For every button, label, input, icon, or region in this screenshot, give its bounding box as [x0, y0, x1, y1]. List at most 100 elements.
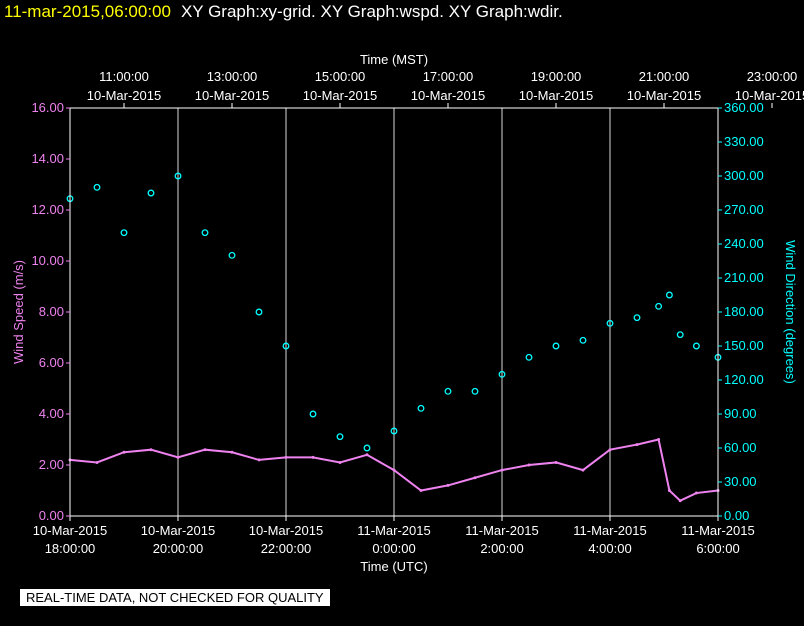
- wind-direction-point: [655, 302, 663, 310]
- x-top-tick-time: 17:00:00: [423, 69, 474, 84]
- x-bottom-tick-time: 4:00:00: [588, 541, 631, 556]
- wind-speed-point: [149, 448, 153, 452]
- x-top-tick-date: 10-Mar-2015: [627, 88, 701, 103]
- wind-direction-point: [309, 410, 317, 418]
- chart-header: 11-mar-2015,06:00:00 XY Graph:xy-grid. XY…: [4, 2, 563, 22]
- wind-speed-point: [392, 468, 396, 472]
- wind-direction-point: [444, 387, 452, 395]
- y-left-tick-label: 2.00: [39, 457, 64, 472]
- wind-speed-point: [203, 448, 207, 452]
- wind-direction-point: [417, 404, 425, 412]
- chart-marks: [66, 172, 722, 503]
- wind-speed-point: [694, 491, 698, 495]
- x-top-tick-date: 10-Mar-2015: [411, 88, 485, 103]
- x-bottom-tick-time: 0:00:00: [372, 541, 415, 556]
- chart-grid: [177, 108, 611, 516]
- wind-speed-point: [311, 455, 315, 459]
- x-bottom-tick-time: 18:00:00: [45, 541, 96, 556]
- wind-speed-point: [446, 483, 450, 487]
- wind-direction-point: [676, 331, 684, 339]
- y-right-tick-label: 120.00: [724, 372, 764, 387]
- wind-speed-point: [581, 468, 585, 472]
- y-right-tick-label: 30.00: [724, 474, 757, 489]
- wind-direction-point: [552, 342, 560, 350]
- x-top-tick-time: 11:00:00: [99, 69, 149, 84]
- wind-direction-point: [174, 172, 182, 180]
- wind-speed-point: [95, 460, 99, 464]
- header-timestamp: 11-mar-2015,06:00:00: [4, 2, 171, 21]
- y-left-tick-label: 0.00: [39, 508, 64, 523]
- y-left-tick-label: 12.00: [31, 202, 64, 217]
- y-left-tick-label: 16.00: [31, 100, 64, 115]
- x-bottom-tick-time: 2:00:00: [480, 541, 523, 556]
- y-right-tick-label: 150.00: [724, 338, 764, 353]
- wind-direction-point: [228, 251, 236, 259]
- x-top-tick-date: 10-Mar-2015: [87, 88, 161, 103]
- wind-direction-point: [665, 291, 673, 299]
- quality-disclaimer: REAL-TIME DATA, NOT CHECKED FOR QUALITY: [20, 589, 330, 606]
- wind-speed-point: [338, 460, 342, 464]
- x-top-tick-date: 10-Mar-2015: [519, 88, 593, 103]
- wind-direction-point: [525, 353, 533, 361]
- x-bottom-tick-date: 11-Mar-2015: [357, 523, 430, 538]
- wind-direction-point: [390, 427, 398, 435]
- y-right-tick-label: 90.00: [724, 406, 757, 421]
- y-right-tick-label: 210.00: [724, 270, 764, 285]
- wind-direction-point: [147, 189, 155, 197]
- wind-direction-point: [579, 336, 587, 344]
- y-right-tick-label: 270.00: [724, 202, 764, 217]
- wind-speed-point: [122, 450, 126, 454]
- wind-speed-point: [230, 450, 234, 454]
- wind-speed-point: [365, 453, 369, 457]
- wind-direction-point: [336, 433, 344, 441]
- wind-direction-point: [120, 229, 128, 237]
- wind-speed-point: [678, 499, 682, 503]
- wind-speed-point: [657, 438, 661, 441]
- y-left-tick-label: 10.00: [31, 253, 64, 268]
- wind-speed-point: [554, 460, 558, 464]
- x-bottom-tick-time: 20:00:00: [153, 541, 204, 556]
- x-top-tick-date: 10-Mar-2015: [303, 88, 377, 103]
- wind-speed-point: [284, 455, 288, 459]
- y-left-tick-label: 4.00: [39, 406, 64, 421]
- x-bottom-tick-time: 22:00:00: [261, 541, 312, 556]
- wind-direction-point: [282, 342, 290, 350]
- y-right-tick-label: 240.00: [724, 236, 764, 251]
- x-top-tick-date: 10-Mar-2015: [735, 88, 804, 103]
- x-bottom-tick-date: 10-Mar-2015: [249, 523, 323, 538]
- wind-speed-point: [527, 463, 531, 467]
- wind-speed-point: [635, 443, 639, 447]
- wind-direction-point: [201, 229, 209, 237]
- y-right-tick-label: 360.00: [724, 100, 764, 115]
- wind-direction-point: [471, 387, 479, 395]
- x-top-tick-time: 13:00:00: [207, 69, 258, 84]
- wind-speed-point: [500, 468, 504, 472]
- wind-speed-point: [257, 458, 261, 462]
- y-right-tick-label: 180.00: [724, 304, 764, 319]
- x-bottom-tick-date: 11-Mar-2015: [573, 523, 646, 538]
- x-bottom-tick-time: 6:00:00: [696, 541, 739, 556]
- wind-direction-point: [633, 314, 641, 322]
- header-titles: XY Graph:xy-grid. XY Graph:wspd. XY Grap…: [180, 2, 563, 21]
- wind-speed-point: [608, 448, 612, 452]
- wind-speed-point: [667, 489, 671, 492]
- x-bottom-tick-date: 11-Mar-2015: [465, 523, 538, 538]
- wind-direction-point: [255, 308, 263, 316]
- wind-speed-point: [473, 476, 477, 480]
- x-bottom-axis-title: Time (UTC): [360, 559, 427, 574]
- x-top-tick-time: 21:00:00: [639, 69, 690, 84]
- y-left-tick-label: 8.00: [39, 304, 64, 319]
- x-bottom-tick-date: 11-Mar-2015: [681, 523, 754, 538]
- y-right-tick-label: 0.00: [724, 508, 749, 523]
- y-right-tick-label: 60.00: [724, 440, 757, 455]
- chart-axes: 10-Mar-2015 18:00:00 10-Mar-2015 20:00:00 10…: [11, 52, 804, 574]
- y-right-tick-label: 330.00: [724, 134, 764, 149]
- wind-direction-point: [498, 370, 506, 378]
- wind-direction-point: [363, 444, 371, 452]
- wind-speed-point: [176, 455, 180, 459]
- x-top-tick-time: 23:00:00: [747, 69, 798, 84]
- wind-direction-point: [93, 183, 101, 191]
- wind-direction-point: [606, 319, 614, 327]
- x-bottom-tick-date: 10-Mar-2015: [33, 523, 107, 538]
